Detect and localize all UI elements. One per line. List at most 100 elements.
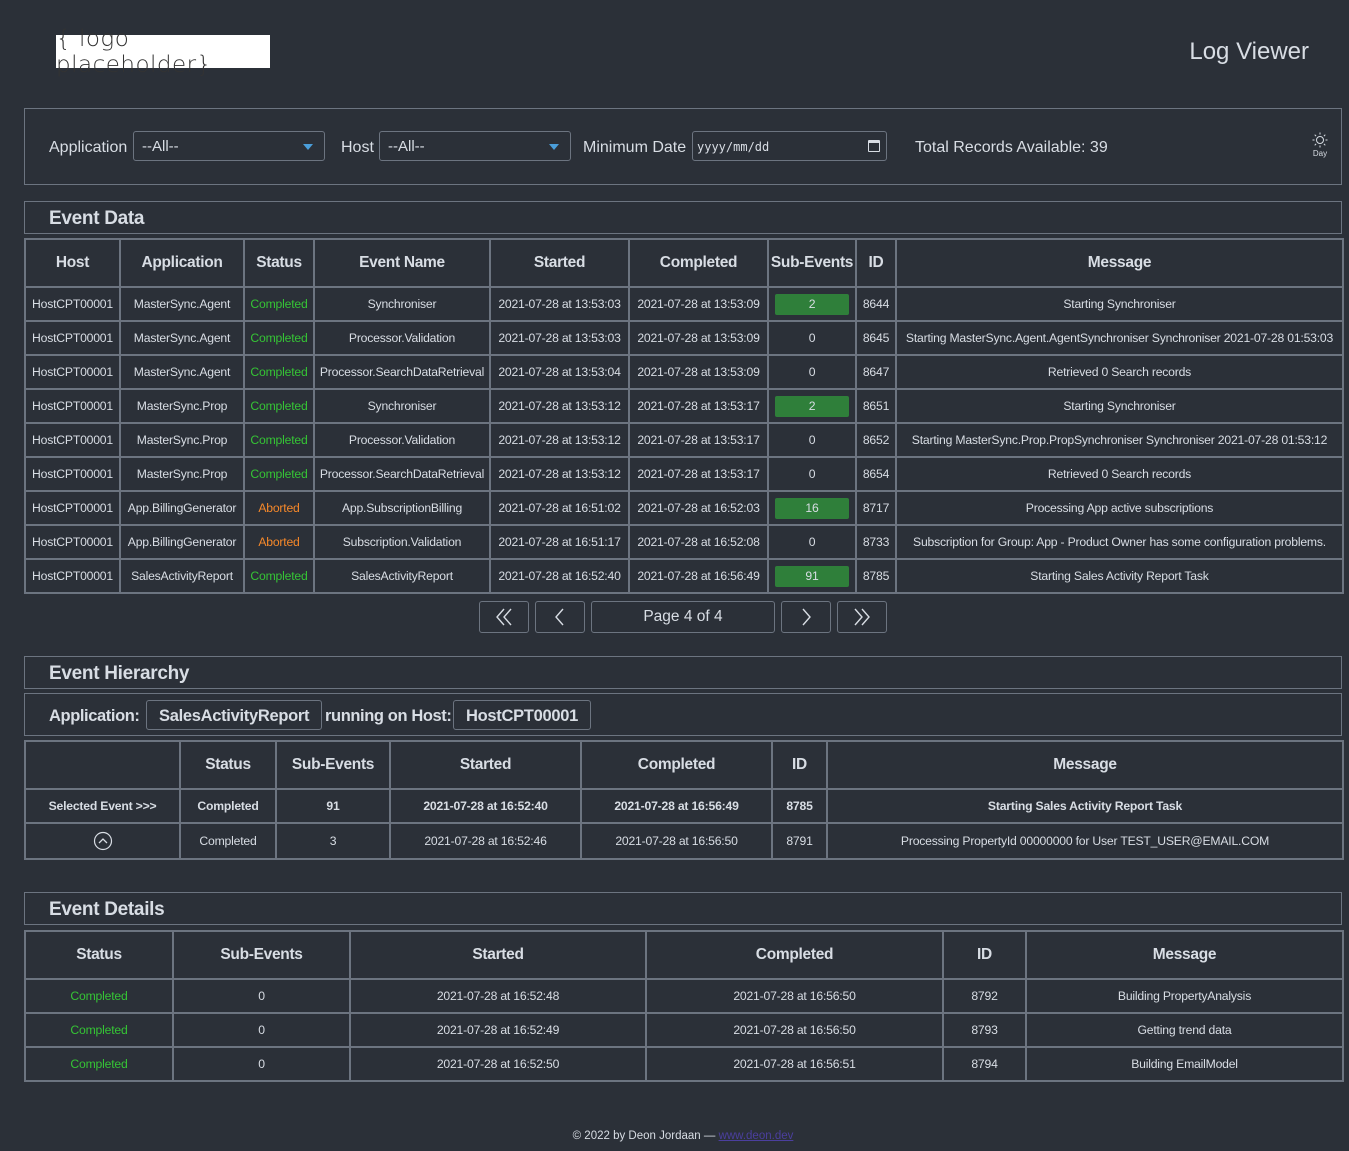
column-header-message[interactable]: Message [895,238,1344,288]
host-select[interactable]: --All-- [379,131,571,161]
column-header-started[interactable]: Started [489,238,630,288]
status-cell: Completed [243,354,315,390]
completed-cell: 2021-07-28 at 16:52:03 [628,490,769,526]
column-header-completed[interactable]: Completed [628,238,769,288]
column-header-id: ID [942,930,1027,980]
sub-events-cell: 2 [767,286,857,322]
status-cell: Aborted [243,490,315,526]
event-name-cell: SalesActivityReport [313,558,491,594]
started-cell: 2021-07-28 at 13:53:12 [489,422,630,458]
sun-icon [1312,132,1328,148]
id-cell: 8652 [855,422,897,458]
table-row[interactable]: HostCPT00001 App.BillingGenerator Aborted S… [24,524,1344,560]
parent-event-row[interactable]: Completed 3 2021-07-28 at 16:52:46 2021-… [24,822,1344,860]
sub-events-cell: 0 [767,422,857,458]
sub-events-cell: 0 [767,320,857,356]
previous-page-button[interactable] [535,601,585,633]
table-row[interactable]: Completed 0 2021-07-28 at 16:52:50 2021-07-… [24,1046,1344,1082]
table-row[interactable]: HostCPT00001 App.BillingGenerator Aborted A… [24,490,1344,526]
completed-cell: 2021-07-28 at 13:53:09 [628,354,769,390]
id-cell: 8654 [855,456,897,492]
application-filter-label: Application [49,139,128,156]
column-header-sub-events[interactable]: Sub-Events [767,238,857,288]
sub-events-cell: 91 [767,558,857,594]
sub-events-badge[interactable]: 2 [775,293,849,315]
completed-cell: 2021-07-28 at 13:53:17 [628,422,769,458]
sub-events-cell: 0 [172,1012,351,1048]
details-header-row: Status Sub-Events Started Completed ID M… [24,930,1344,980]
footer: © 2022 by Deon Jordaan — www.deon.dev [0,1130,1349,1142]
double-chevron-left-icon [496,608,512,626]
started-cell: 2021-07-28 at 16:51:02 [489,490,630,526]
table-row[interactable]: Completed 0 2021-07-28 at 16:52:48 2021-07-… [24,978,1344,1014]
status-cell: Completed [179,788,277,824]
sub-events-badge[interactable]: 16 [775,497,849,519]
event-name-cell: Processor.SearchDataRetrieval [313,456,491,492]
event-hierarchy-table: Status Sub-Events Started Completed ID M… [24,740,1344,860]
column-header-status[interactable]: Status [243,238,315,288]
id-cell: 8785 [855,558,897,594]
message-cell: Processing PropertyId 00000000 for User … [826,822,1344,860]
theme-toggle-label: Day [1312,149,1328,158]
table-row[interactable]: HostCPT00001 MasterSync.Agent Completed Pro… [24,320,1344,356]
status-cell: Aborted [243,524,315,560]
host-cell: HostCPT00001 [24,524,121,560]
sub-events-badge[interactable]: 91 [775,565,849,587]
event-name-cell: App.SubscriptionBilling [313,490,491,526]
status-cell: Completed [243,286,315,322]
status-cell: Completed [243,558,315,594]
min-date-input[interactable]: yyyy/mm/dd [692,131,887,161]
completed-cell: 2021-07-28 at 13:53:17 [628,388,769,424]
first-page-button[interactable] [479,601,529,633]
started-cell: 2021-07-28 at 13:53:03 [489,286,630,322]
logo-placeholder: { logo placeholder} [56,26,270,78]
message-cell: Starting Synchroniser [895,388,1344,424]
message-cell: Subscription for Group: App - Product Ow… [895,524,1344,560]
column-header-id[interactable]: ID [855,238,897,288]
hierarchy-up-cell[interactable] [24,822,181,860]
table-row[interactable]: HostCPT00001 MasterSync.Agent Completed Pro… [24,354,1344,390]
started-cell: 2021-07-28 at 13:53:12 [489,388,630,424]
table-row[interactable]: HostCPT00001 MasterSync.Prop Completed Proc… [24,456,1344,492]
host-cell: HostCPT00001 [24,558,121,594]
host-cell: HostCPT00001 [24,456,121,492]
application-cell: MasterSync.Prop [119,456,245,492]
next-page-button[interactable] [781,601,831,633]
sub-events-badge[interactable]: 2 [775,395,849,417]
table-row[interactable]: HostCPT00001 MasterSync.Prop Completed Proc… [24,422,1344,458]
table-row[interactable]: HostCPT00001 SalesActivityReport Completed… [24,558,1344,594]
completed-cell: 2021-07-28 at 16:52:08 [628,524,769,560]
column-header-started: Started [349,930,647,980]
selected-event-row: Selected Event >>> Completed 91 2021-07-… [24,788,1344,824]
application-select[interactable]: --All-- [133,131,325,161]
column-header-application[interactable]: Application [119,238,245,288]
application-select-value: --All-- [142,138,179,155]
column-header-host[interactable]: Host [24,238,121,288]
host-filter-label: Host [341,139,374,156]
event-hierarchy-heading: Event Hierarchy [24,656,1342,689]
page-label: Page 4 of 4 [643,608,723,625]
host-cell: HostCPT00001 [24,490,121,526]
column-header-event-name[interactable]: Event Name [313,238,491,288]
table-row[interactable]: Completed 0 2021-07-28 at 16:52:49 2021-07-… [24,1012,1344,1048]
sub-events-cell: 91 [275,788,391,824]
table-row[interactable]: HostCPT00001 MasterSync.Prop Completed Sync… [24,388,1344,424]
event-name-cell: Subscription.Validation [313,524,491,560]
last-page-button[interactable] [837,601,887,633]
message-cell: Starting MasterSync.Prop.PropSynchronise… [895,422,1344,458]
footer-link[interactable]: www.deon.dev [718,1130,794,1142]
started-cell: 2021-07-28 at 16:52:40 [389,788,582,824]
sub-events-cell: 0 [172,1046,351,1082]
started-cell: 2021-07-28 at 13:53:04 [489,354,630,390]
sub-events-cell: 3 [275,822,391,860]
host-cell: HostCPT00001 [24,320,121,356]
started-cell: 2021-07-28 at 13:53:12 [489,456,630,492]
theme-toggle[interactable]: Day [1311,132,1329,158]
calendar-icon[interactable] [868,140,880,152]
completed-cell: 2021-07-28 at 16:56:50 [645,978,944,1014]
circle-chevron-up-icon[interactable] [93,831,113,851]
completed-cell: 2021-07-28 at 16:56:50 [580,822,773,860]
table-row[interactable]: HostCPT00001 MasterSync.Agent Completed Syn… [24,286,1344,322]
event-data-heading: Event Data [24,201,1342,234]
started-cell: 2021-07-28 at 16:52:49 [349,1012,647,1048]
